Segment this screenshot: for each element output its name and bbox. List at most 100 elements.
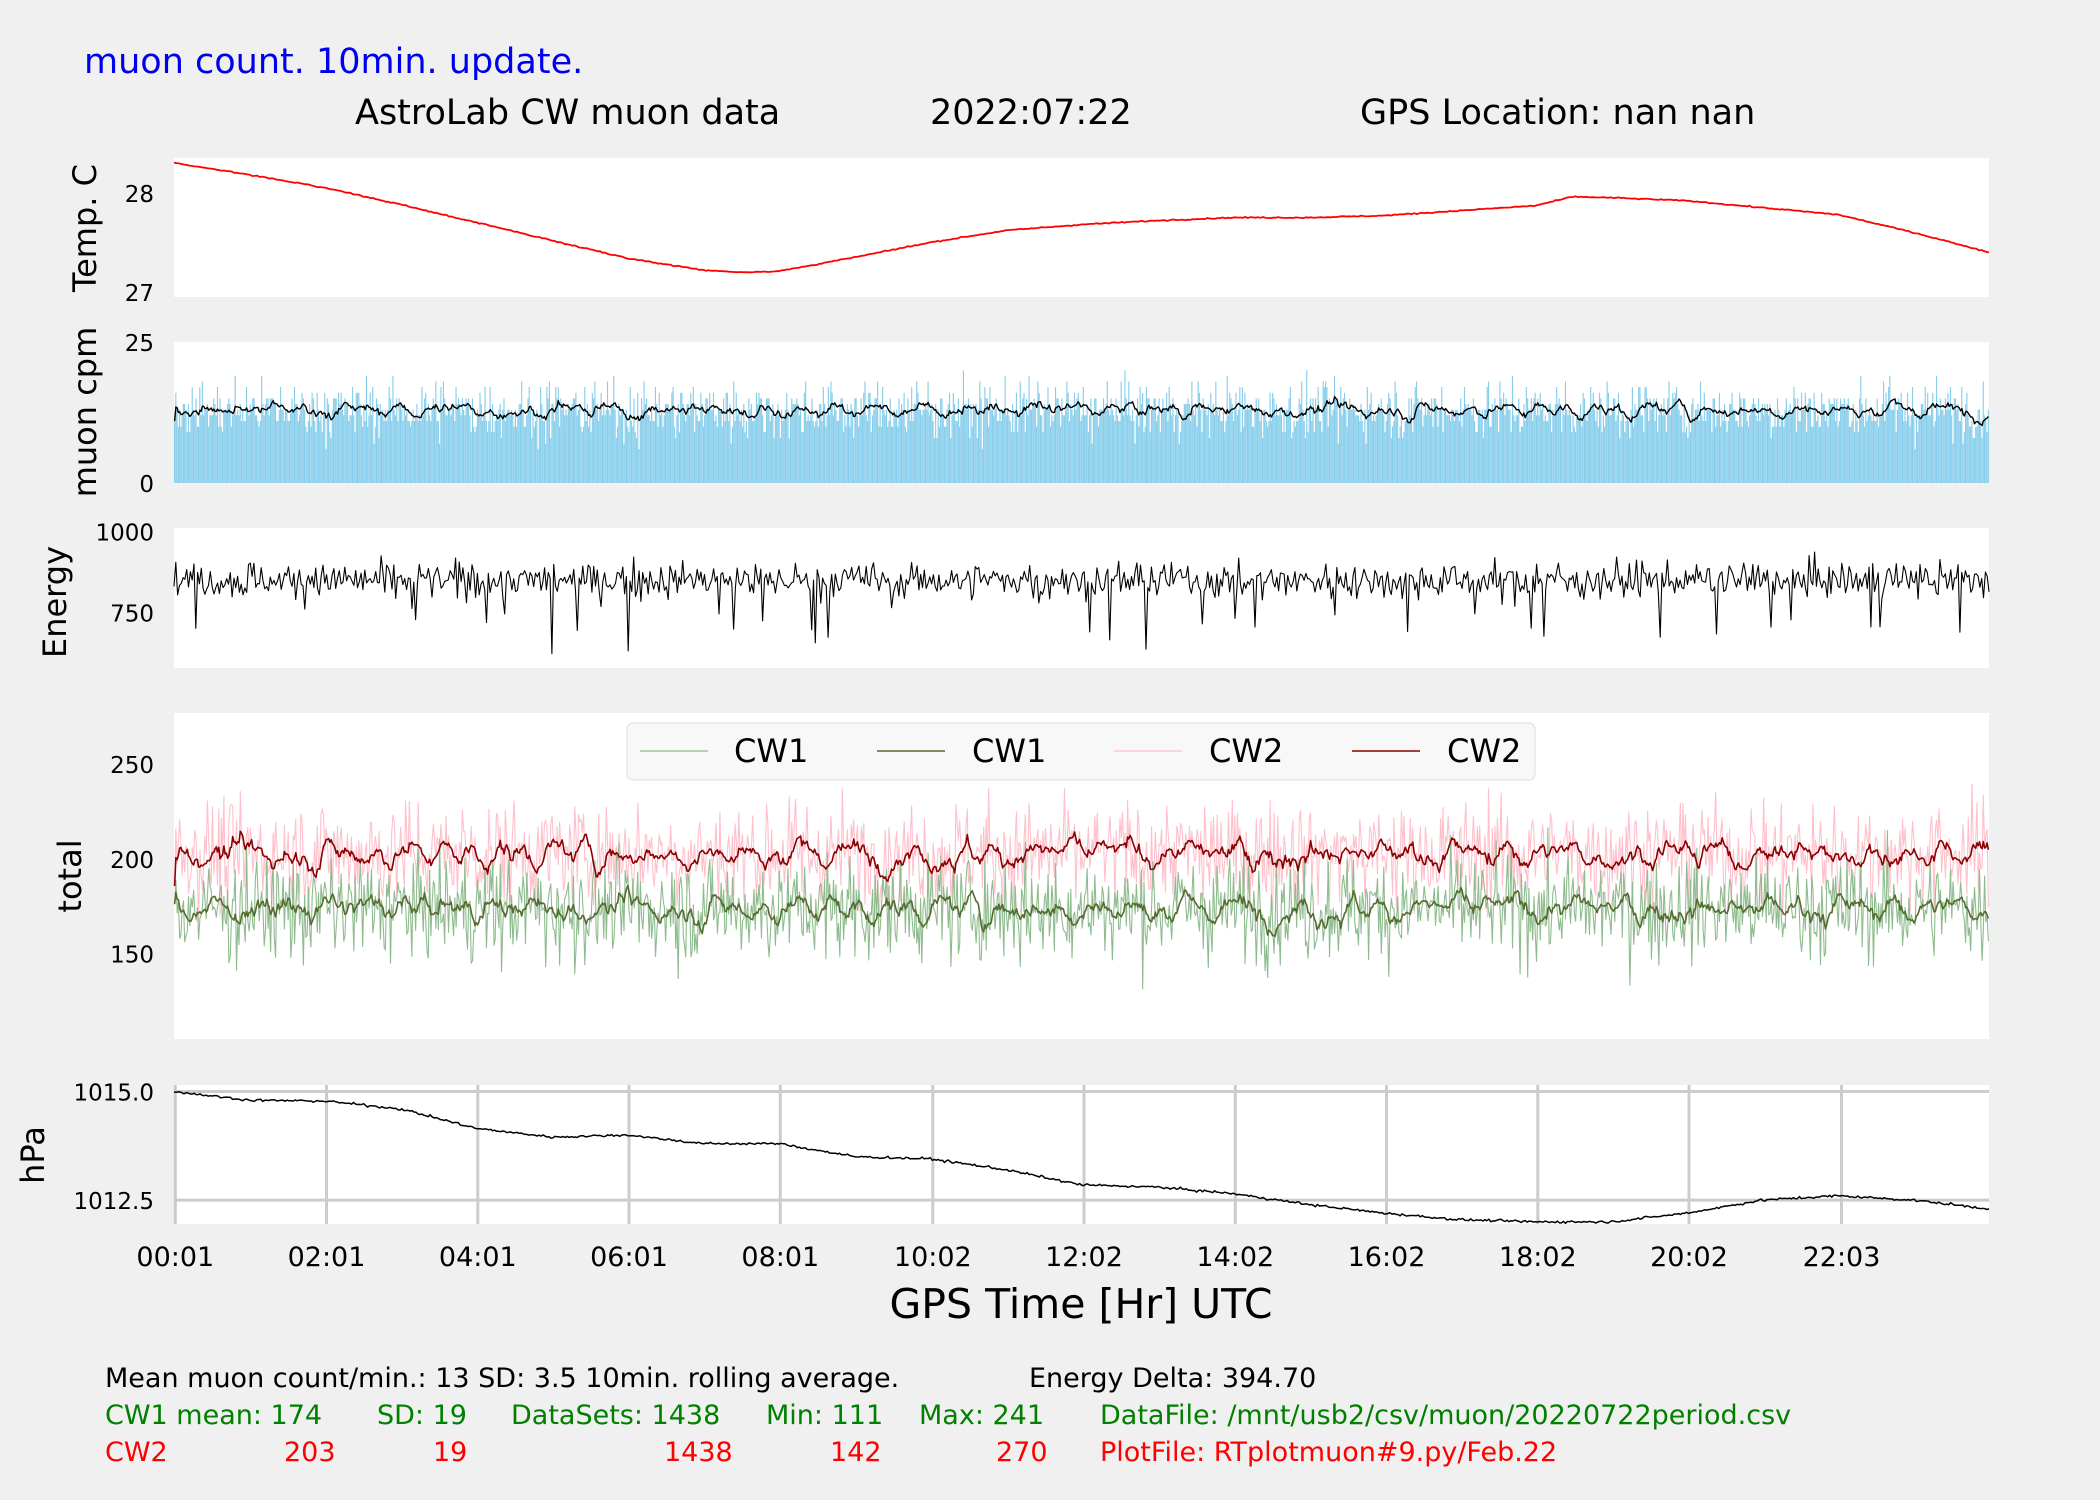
muon-bar — [678, 432, 681, 483]
muon-bar — [1386, 404, 1389, 483]
muon-rolling — [173, 396, 1989, 427]
muon-bar — [389, 398, 391, 483]
muon-bar — [1230, 398, 1232, 483]
muon-bar — [215, 415, 217, 483]
muon-bar — [942, 415, 944, 483]
muon-bar — [1756, 421, 1758, 483]
muon-bar — [615, 437, 617, 483]
muon-bar — [657, 426, 659, 483]
muon-bar — [572, 398, 574, 483]
muon-bar — [1856, 421, 1858, 483]
muon-bar — [831, 392, 833, 483]
muon-bar — [628, 432, 630, 483]
muon-bar — [1983, 415, 1986, 483]
muon-bar — [1154, 398, 1156, 483]
muon-bar — [312, 398, 314, 483]
muon-bar — [1437, 426, 1439, 483]
muon-bar — [516, 426, 518, 483]
muon-bar — [495, 415, 497, 483]
muon-bar — [1280, 415, 1283, 483]
muon-bar — [1628, 421, 1630, 483]
muon-bar — [1672, 392, 1674, 483]
muon-bar — [634, 432, 636, 483]
muon-bar — [818, 404, 821, 483]
muon-bar — [350, 415, 352, 483]
muon-bar — [1182, 415, 1184, 483]
muon-bar — [723, 398, 725, 483]
muon-bar — [1356, 415, 1358, 483]
muon-bar — [1210, 392, 1212, 483]
muon-bar — [1364, 409, 1366, 483]
muon-bar — [1477, 409, 1479, 483]
muon-bar — [1928, 415, 1930, 483]
muon-bar — [613, 375, 615, 483]
muon-bar — [1422, 426, 1424, 483]
muon-bar — [1875, 421, 1877, 483]
muon-bar — [1221, 421, 1223, 483]
muon-bar — [1590, 387, 1592, 483]
muon-bar — [1505, 398, 1507, 483]
muon-bar — [1277, 415, 1279, 483]
muon-bar — [1340, 387, 1342, 483]
muon-bar — [1556, 387, 1558, 483]
muon-bar — [983, 409, 985, 483]
muon-bar — [1819, 426, 1822, 483]
muon-bar — [1754, 404, 1756, 483]
muon-bar — [671, 392, 673, 483]
muon-bar — [1452, 409, 1454, 483]
muon-bar — [975, 404, 977, 483]
muon-bar — [1846, 404, 1848, 483]
muon-bar — [1391, 426, 1394, 483]
muon-bar — [456, 404, 458, 483]
muon-bar — [268, 415, 270, 483]
muon-bar — [1409, 415, 1411, 483]
muon-bar — [1451, 409, 1453, 483]
muon-bar — [1101, 409, 1103, 483]
muon-bar — [731, 426, 734, 483]
muon-bar — [1166, 392, 1168, 483]
muon-bar — [1183, 404, 1185, 483]
muon-bar — [1730, 404, 1732, 483]
muon-bar — [1848, 426, 1851, 483]
muon-bar — [1381, 409, 1384, 483]
muon-bar — [243, 421, 245, 483]
muon-bar — [1591, 404, 1593, 483]
muon-bar — [569, 409, 571, 483]
muon-bar — [1255, 398, 1257, 483]
muon-bar — [1527, 398, 1529, 483]
muon-bar — [1390, 437, 1392, 483]
muon-bar — [1302, 409, 1304, 483]
muon-bar — [1134, 443, 1136, 483]
muon-bar — [1963, 432, 1965, 483]
muon-bar — [879, 404, 881, 483]
muon-bar — [344, 398, 346, 483]
muon-bar — [1840, 398, 1842, 483]
muon-bar — [1683, 404, 1685, 483]
muon-bar — [1234, 409, 1236, 483]
muon-bar — [1662, 415, 1664, 483]
muon-bar — [1952, 443, 1954, 483]
muon-bar — [1296, 421, 1298, 483]
muon-bar — [620, 409, 622, 483]
muon-bar — [1357, 415, 1360, 483]
muon-bar — [793, 404, 795, 483]
muon-bar — [720, 409, 722, 483]
muon-bar — [457, 398, 460, 483]
muon-bar — [444, 398, 446, 483]
muon-bar — [1071, 409, 1073, 483]
muon-bar — [1105, 404, 1107, 483]
muon-bar — [1399, 426, 1401, 483]
muon-bar — [191, 387, 193, 483]
muon-bar — [998, 421, 1000, 483]
muon-bar — [1537, 398, 1539, 483]
muon-bar — [638, 449, 640, 483]
muon-bar — [938, 426, 941, 483]
muon-bar — [1167, 421, 1169, 483]
muon-bar — [266, 398, 268, 483]
muon-bar — [690, 392, 692, 483]
temp-ytick-label: 28 — [125, 182, 154, 208]
muon-bar — [1693, 421, 1695, 483]
muon-bar — [278, 409, 280, 483]
muon-bar — [1705, 421, 1707, 483]
muon-bar — [1696, 409, 1698, 483]
